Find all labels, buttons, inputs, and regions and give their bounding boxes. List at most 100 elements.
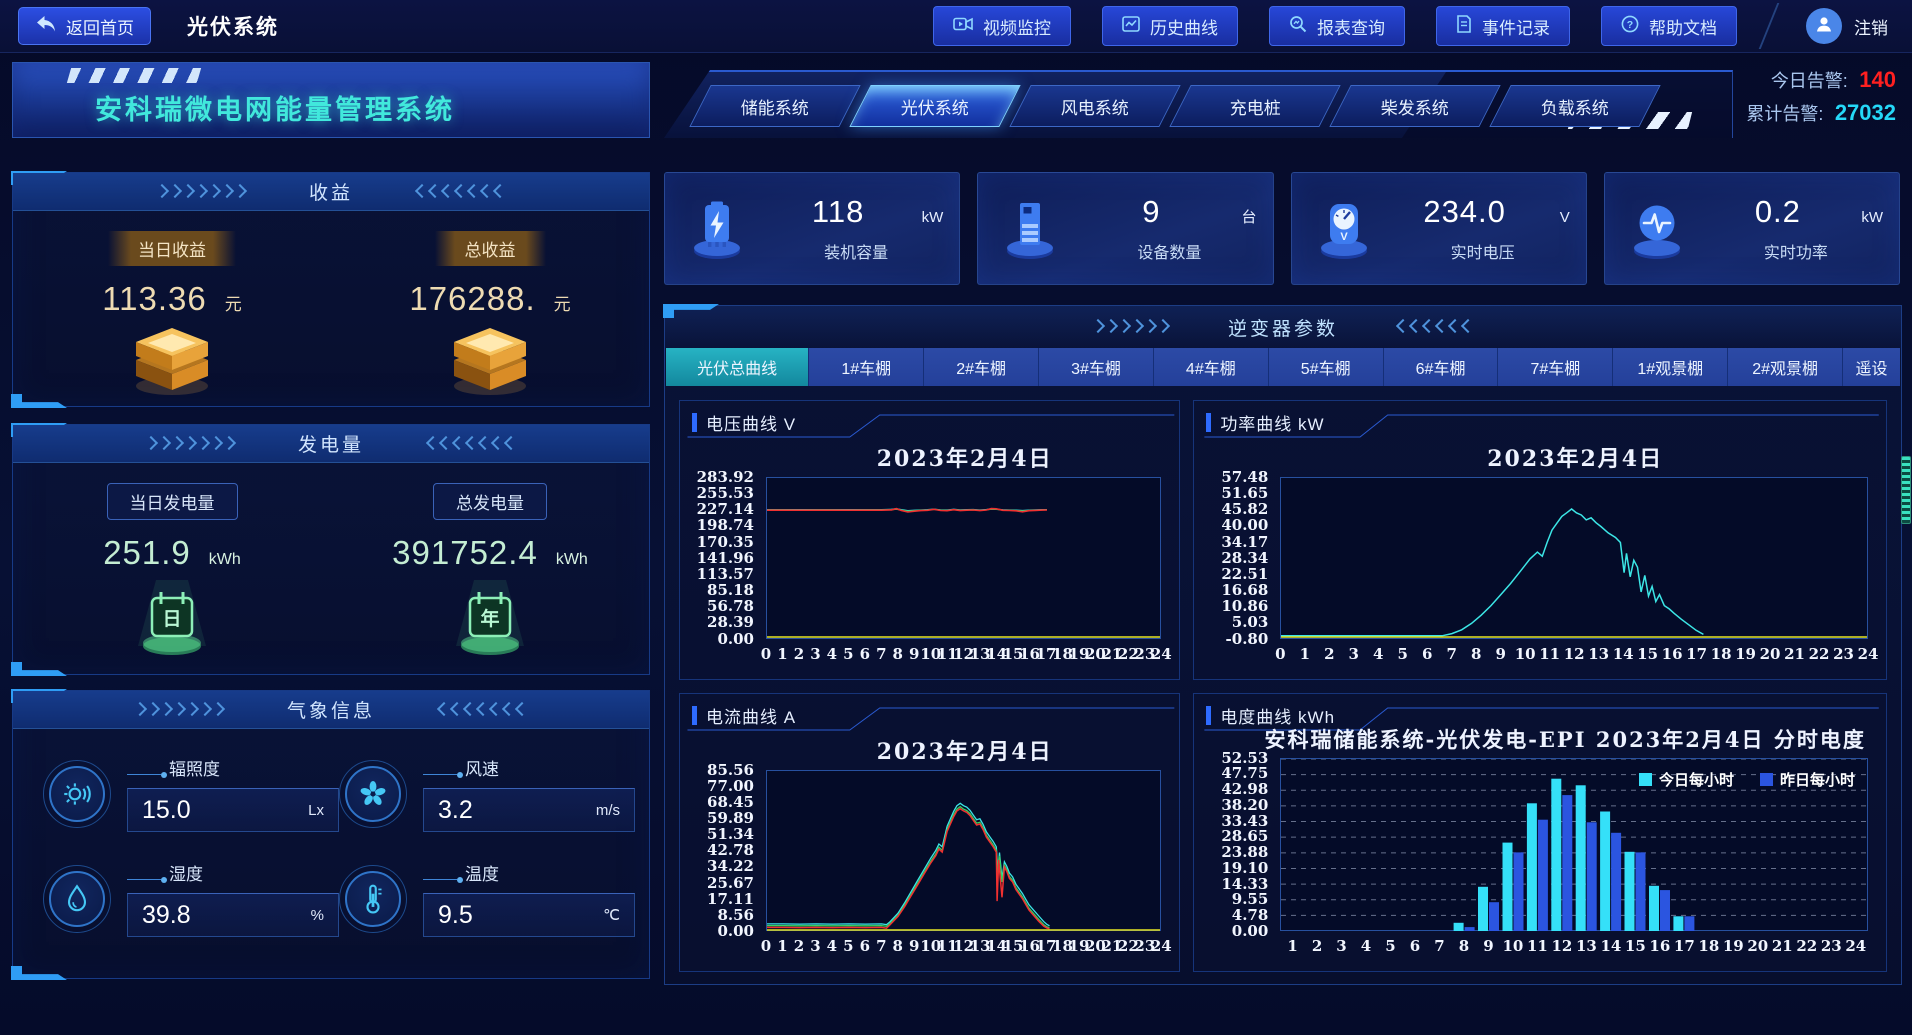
chevrons-left-icon [425,435,519,453]
y-tick-label: 34.22 [707,857,754,876]
inverter-tab-viewdeck-2[interactable]: 2#观景棚 [1728,348,1844,386]
device-count-icon [978,198,1082,260]
bar-今日每小时-h13 [1576,784,1587,931]
x-tick-label: 12 [1551,937,1573,955]
scrollbar[interactable] [1901,456,1911,524]
y-tick-label: 42.98 [1221,780,1269,799]
bar-今日每小时-h14 [1600,811,1611,931]
svg-text:日: 日 [162,609,181,630]
back-arrow-icon [35,14,57,39]
back-home-button[interactable]: 返回首页 [18,7,151,45]
tab-charging-pile[interactable]: 充电桩 [1169,85,1341,127]
y-tick-label: 42.78 [707,841,754,860]
y-tick-label: 40.00 [1221,516,1269,535]
bar-今日每小时-h11 [1527,802,1538,931]
system-title: 安科瑞微电网能量管理系统 [95,95,455,126]
x-tick-label: 23 [1134,937,1156,955]
capacity-value: 118 [811,194,865,229]
energy-plot-area: 今日每小时 昨日每小时 [1280,757,1868,931]
y-tick-label: -0.80 [1225,629,1269,648]
x-tick-label: 24 [1845,937,1867,955]
x-tick-label: 17 [1035,937,1057,955]
x-tick-label: 0 [1275,644,1286,663]
temperature-label: 温度 [465,865,499,884]
y-tick-label: 9.55 [1231,890,1269,909]
tab-wind-system[interactable]: 风电系统 [1009,85,1181,127]
history-curve-button[interactable]: 历史曲线 [1102,6,1238,46]
x-tick-label: 13 [969,644,991,663]
inverter-tab-carport-1[interactable]: 1#车棚 [809,348,925,386]
y-tick-label: 59.89 [707,808,754,827]
stat-card-row: 118 kW 装机容量 9 台 设备数量 V [664,172,1900,285]
x-tick-label: 21 [1101,937,1123,955]
y-tick-label: 23.88 [1221,843,1269,862]
y-tick-label: 56.78 [707,597,754,616]
inverter-tab-carport-5[interactable]: 5#车棚 [1268,348,1384,386]
x-tick-label: 20 [1747,937,1769,955]
x-tick-label: 23 [1820,937,1842,955]
total-income-unit: 元 [553,295,571,314]
x-tick-label: 17 [1686,644,1708,663]
bar-昨日每小时-h11 [1538,819,1549,931]
tab-storage-system[interactable]: 储能系统 [689,85,861,127]
y-tick-label: 45.82 [1221,500,1269,519]
connector-line [423,762,463,778]
report-search-label: 报表查询 [1317,18,1385,38]
inverter-tab-remote-set[interactable]: 遥设 [1843,348,1900,386]
x-tick-label: 7 [1446,644,1457,663]
voltage-plot-svg [767,507,1160,638]
x-tick-label: 19 [1068,937,1090,955]
capacity-unit: kW [921,209,944,226]
inverter-tab-carport-6[interactable]: 6#车棚 [1383,348,1499,386]
tab-diesel-system[interactable]: 柴发系统 [1329,85,1501,127]
video-monitor-button[interactable]: 视频监控 [933,6,1071,46]
voltage-gauge-icon: V [1292,198,1396,260]
x-tick-label: 11 [936,644,958,663]
x-tick-label: 3 [810,644,821,663]
x-tick-label: 14 [986,937,1008,955]
total-generation-unit: kWh [555,551,588,568]
tab-pv-system[interactable]: 光伏系统 [849,85,1021,127]
legend-swatch-icon [1638,772,1652,786]
user-avatar[interactable] [1806,8,1842,44]
y-tick-label: 170.35 [696,532,754,551]
power-chart-date: 2023年2月4日 [1487,446,1664,472]
video-icon [953,16,973,37]
inverter-tab-carport-7[interactable]: 7#车棚 [1498,348,1614,386]
energy-x-axis: 1 2 3 4 5 6 7 8 9 10 11 12 13 14 15 16 17 18 19 20 21 22 23 24 [1280,937,1868,961]
inverter-tab-carport-3[interactable]: 3#车棚 [1039,348,1154,386]
alarm-today-value: 140 [1859,67,1896,92]
series-Ua [767,507,1048,513]
help-doc-button[interactable]: ? 帮助文档 [1601,6,1737,46]
inverter-panel-title: 逆变器参数 [1227,318,1338,340]
alarm-total-row: 累计告警: 27032 [1746,98,1896,131]
logout-button[interactable]: 注销 [1854,18,1888,38]
svg-text:年: 年 [480,607,499,630]
power-chart-tag: 功率曲线 kW [1206,410,1324,435]
inverter-tab-pv-total[interactable]: 光伏总曲线 [666,348,810,386]
x-tick-label: 3 [810,937,821,955]
inverter-tab-carport-4[interactable]: 4#车棚 [1153,348,1269,386]
event-log-button[interactable]: 事件记录 [1436,6,1570,46]
video-monitor-label: 视频监控 [983,18,1051,38]
inverter-tab-carport-2[interactable]: 2#车棚 [924,348,1040,386]
x-tick-label: 5 [843,644,854,663]
realtime-voltage-value: 234.0 [1423,194,1506,229]
report-search-button[interactable]: 报表查询 [1269,6,1405,46]
connector-line [423,867,463,883]
y-tick-label: 4.78 [1231,906,1269,925]
y-tick-label: 52.53 [1221,748,1269,767]
inverter-panel: 逆变器参数 光伏总曲线 1#车棚 2#车棚 3#车棚 4#车棚 5#车棚 6#车… [664,305,1902,985]
alarm-total-value: 27032 [1834,100,1896,125]
help-doc-icon: ? [1621,15,1639,38]
system-tabs: 储能系统 光伏系统 风电系统 充电桩 柴发系统 负载系统 [689,85,1661,127]
series-Ib [767,805,1050,928]
humidity-item: 湿度 39.8 % [43,860,339,937]
y-tick-label: 0.00 [1231,922,1269,940]
inverter-tab-viewdeck-1[interactable]: 1#观景棚 [1613,348,1729,386]
tab-load-system[interactable]: 负载系统 [1489,85,1661,127]
y-tick-label: 283.92 [696,468,754,486]
x-tick-label: 14 [1600,937,1622,955]
temperature-item: 温度 9.5 ℃ [339,860,635,937]
irradiance-unit: Lx [308,801,324,819]
